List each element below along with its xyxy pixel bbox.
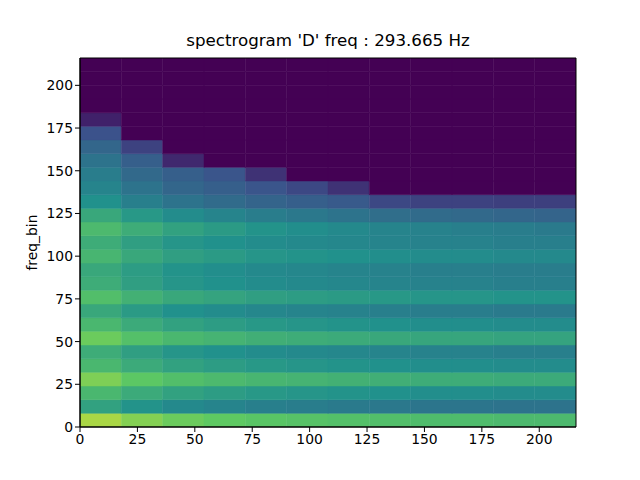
- svg-text:100: 100: [296, 431, 323, 447]
- svg-text:100: 100: [46, 248, 73, 264]
- svg-text:150: 150: [46, 163, 73, 179]
- svg-text:25: 25: [129, 431, 147, 447]
- svg-text:50: 50: [55, 334, 73, 350]
- svg-text:125: 125: [46, 205, 73, 221]
- svg-text:25: 25: [55, 376, 73, 392]
- svg-text:175: 175: [469, 431, 496, 447]
- svg-text:125: 125: [354, 431, 381, 447]
- svg-text:0: 0: [76, 431, 85, 447]
- svg-text:50: 50: [186, 431, 204, 447]
- svg-text:75: 75: [243, 431, 261, 447]
- svg-text:75: 75: [55, 291, 73, 307]
- svg-text:175: 175: [46, 120, 73, 136]
- svg-text:200: 200: [46, 77, 73, 93]
- svg-text:freq_bin: freq_bin: [24, 214, 40, 270]
- svg-text:150: 150: [411, 431, 438, 447]
- svg-text:0: 0: [64, 419, 73, 435]
- html-text:spectrogram 'D' freq : 293.665: spectrogram 'D' freq : 293.665 Hz: [186, 30, 470, 50]
- svg-text:200: 200: [526, 431, 553, 447]
